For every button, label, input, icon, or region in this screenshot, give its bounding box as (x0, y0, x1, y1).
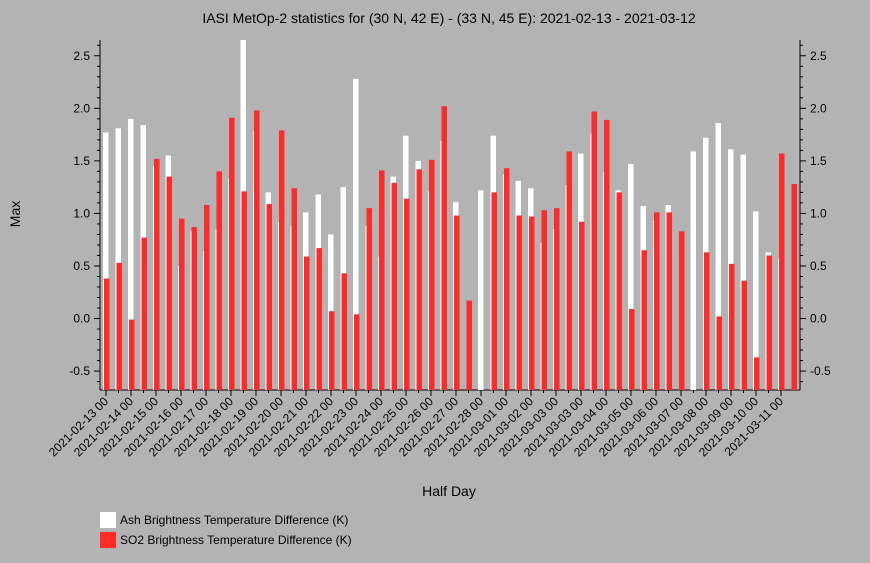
so2-bar (529, 216, 535, 390)
so2-bar (254, 110, 260, 391)
y-tick-label-left: 2.5 (73, 49, 90, 63)
so2-bar (454, 215, 460, 390)
so2-bar (716, 316, 722, 390)
y-tick-label-left: 1.0 (73, 206, 90, 220)
ash-bar (128, 118, 134, 390)
y-axis-label: Max (7, 201, 23, 227)
ash-bar (690, 151, 696, 390)
so2-bar (379, 170, 385, 390)
ash-bar (753, 211, 759, 390)
y-tick-label-left: -0.5 (69, 364, 90, 378)
so2-bar (104, 278, 110, 390)
so2-bar (629, 309, 635, 390)
so2-bar (166, 176, 172, 390)
so2-bar (366, 208, 372, 390)
so2-bar (429, 159, 435, 390)
so2-bar (491, 192, 497, 390)
so2-bar (791, 183, 797, 390)
so2-bar (329, 311, 335, 390)
y-axis-right: -0.5 0.0 0.5 1.0 1.5 2.0 2.5 (800, 44, 831, 383)
so2-bar (291, 188, 297, 390)
chart-title: IASI MetOp-2 statistics for (30 N, 42 E)… (202, 10, 696, 26)
so2-bar (729, 263, 735, 390)
so2-bar (466, 300, 472, 390)
so2-bar (179, 218, 185, 390)
so2-bar (341, 273, 347, 390)
y-tick-label-right: 1.0 (810, 206, 827, 220)
so2-bar (504, 168, 510, 390)
y-tick-label-left: 0.5 (73, 259, 90, 273)
so2-bar (641, 250, 647, 390)
ash-bar (715, 123, 721, 390)
ash-bar (478, 190, 484, 390)
so2-bar (391, 182, 397, 390)
so2-bar (566, 151, 572, 390)
y-tick-label-right: 1.5 (810, 154, 827, 168)
so2-bar (191, 227, 197, 390)
so2-bar (279, 130, 285, 390)
so2-bar (554, 208, 560, 390)
y-tick-label-right: -0.5 (810, 364, 831, 378)
bars-group (103, 40, 797, 391)
so2-bar (579, 221, 585, 390)
so2-bar (679, 231, 685, 390)
y-tick-label-left: 1.5 (73, 154, 90, 168)
so2-bar (741, 280, 747, 390)
x-axis-label: Half Day (422, 483, 476, 499)
legend-swatch-so2 (100, 532, 116, 548)
legend-label-so2: SO2 Brightness Temperature Difference (K… (120, 533, 352, 547)
so2-bar (604, 119, 610, 390)
ash-bar (740, 154, 746, 390)
so2-bar (229, 117, 235, 390)
y-tick-label-right: 0.0 (810, 312, 827, 326)
legend-swatch-ash (100, 512, 116, 528)
ash-bar (353, 78, 359, 390)
so2-bar (616, 192, 622, 390)
y-axis-left: -0.5 0.0 0.5 1.0 1.5 2.0 2.5 (69, 44, 100, 383)
so2-bar (779, 153, 785, 390)
so2-bar (304, 256, 310, 390)
y-tick-label-left: 2.0 (73, 101, 90, 115)
so2-bar (654, 212, 660, 390)
so2-bar (516, 215, 522, 390)
so2-bar (754, 357, 760, 390)
y-tick-label-right: 2.0 (810, 101, 827, 115)
so2-bar (316, 248, 322, 390)
so2-bar (666, 212, 672, 390)
so2-bar (354, 314, 360, 390)
so2-bar (766, 255, 772, 390)
so2-bar (204, 205, 210, 390)
y-tick-label-right: 2.5 (810, 49, 827, 63)
so2-bar (216, 171, 222, 390)
so2-bar (266, 203, 272, 390)
so2-bar (404, 198, 410, 390)
so2-bar (116, 262, 122, 390)
ash-bar (103, 132, 109, 391)
ash-bar (628, 164, 634, 390)
ash-bar (115, 128, 121, 391)
so2-bar (416, 169, 422, 390)
so2-bar (541, 210, 547, 390)
so2-bar (241, 191, 247, 390)
so2-bar (141, 237, 147, 390)
so2-bar (441, 106, 447, 390)
y-tick-label-right: 0.5 (810, 259, 827, 273)
so2-bar (591, 111, 597, 390)
legend-label-ash: Ash Brightness Temperature Difference (K… (120, 513, 348, 527)
so2-bar (704, 252, 710, 390)
so2-bar (129, 319, 135, 390)
so2-bar (154, 158, 160, 390)
y-tick-label-left: 0.0 (73, 312, 90, 326)
legend: Ash Brightness Temperature Difference (K… (100, 512, 352, 548)
